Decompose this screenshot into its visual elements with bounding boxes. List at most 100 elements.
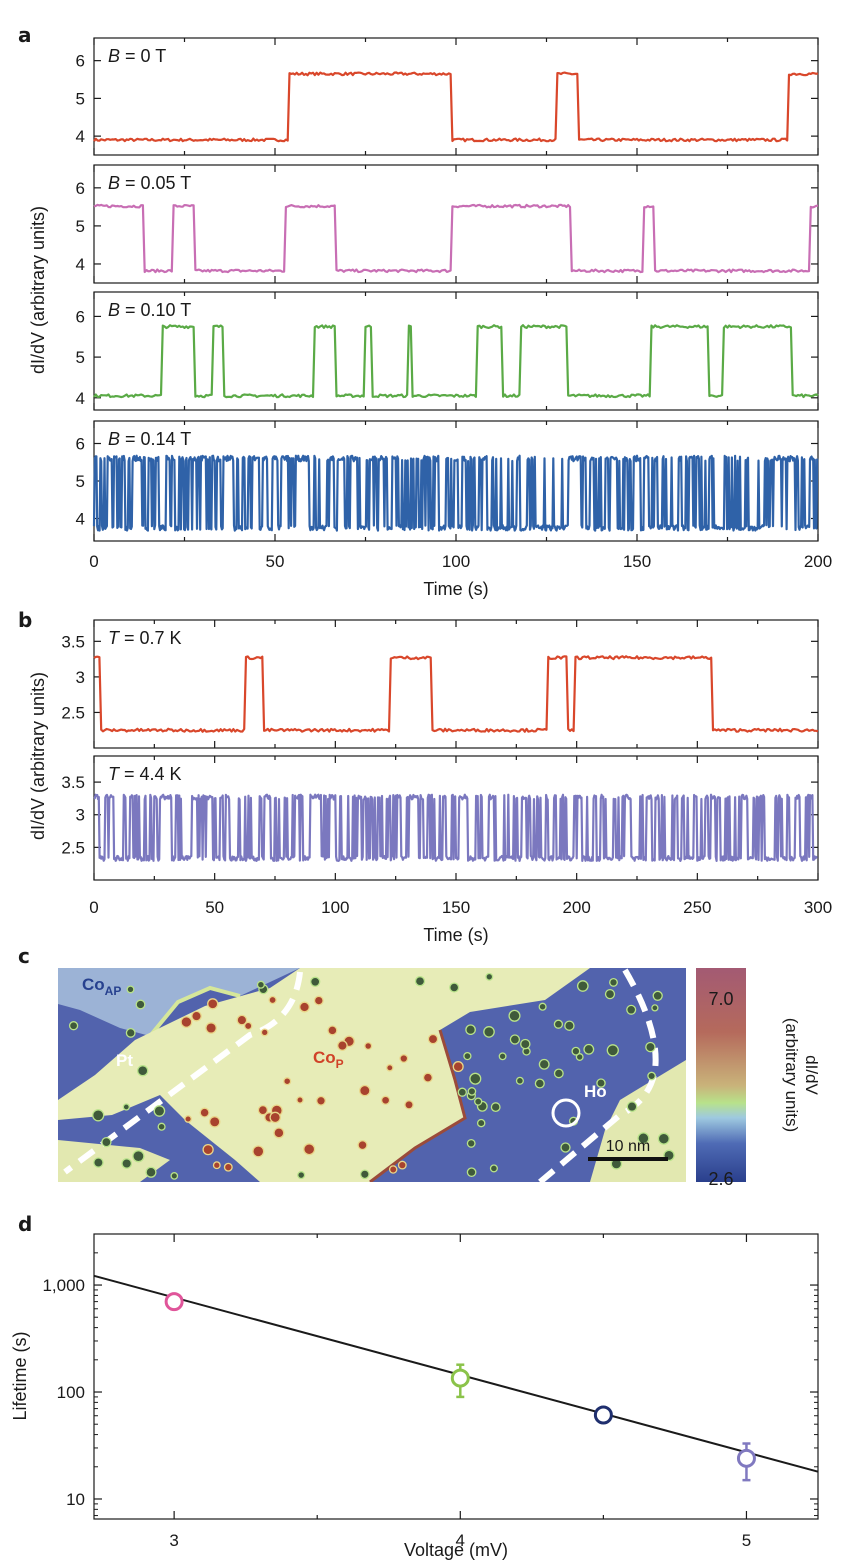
panel-d-point-3 <box>736 1448 756 1468</box>
adatom-dot <box>427 1033 439 1045</box>
adatom-dot <box>414 976 426 987</box>
adatom-dot <box>296 1096 304 1104</box>
co-p-edge <box>369 1029 467 1182</box>
panel-a-trace-3: 4 5 6 B = 0.14 T <box>76 420 819 542</box>
adatom-dot <box>490 1102 501 1113</box>
adatom-dot <box>364 1041 373 1051</box>
adatom-dot <box>452 1061 464 1073</box>
adatom-dot <box>327 1025 338 1036</box>
adatom-dot <box>509 1034 521 1045</box>
panel-b-ytick-label: 3 <box>76 806 85 825</box>
panel-b-trace-label-1: T = 4.4 K <box>108 764 182 784</box>
adatom-dot <box>388 1165 398 1174</box>
adatom-dot <box>299 1001 310 1013</box>
adatom-dot <box>651 1004 659 1012</box>
adatom-dot <box>269 1111 281 1124</box>
adatom-dot <box>465 1024 476 1036</box>
adatom-dot <box>626 1004 637 1015</box>
panel-b-ytick-label: 3.5 <box>61 632 85 651</box>
adatom-dot <box>184 1115 192 1123</box>
adatom-dot <box>236 1014 248 1026</box>
panel-b-series-line-1 <box>93 793 818 862</box>
colorbar-label-line2: (arbitrary units) <box>782 1018 801 1132</box>
panel-b-ytick-label: 3 <box>76 668 85 687</box>
panel-b-frame-0 <box>93 619 819 749</box>
adatom-dot <box>297 1171 306 1180</box>
co-ap-edge <box>148 985 241 1038</box>
colorbar-max: 7.0 <box>708 989 733 1009</box>
adatom-dot <box>404 1100 414 1110</box>
adatom-dot <box>357 1140 368 1151</box>
adatom-dot <box>498 1052 507 1061</box>
panel-a-ytick-label: 5 <box>76 89 85 108</box>
adatom-dot <box>647 1071 656 1081</box>
adatom-dot <box>126 985 135 994</box>
panel-a-ytick-label: 6 <box>76 179 85 198</box>
panel-b-xtick-label: 250 <box>683 898 711 917</box>
panel-b-trace-1: 2.5 3 3.5 T = 4.4 K <box>61 755 819 881</box>
adatom-dot <box>596 1078 606 1088</box>
adatom-dot <box>199 1107 210 1118</box>
panel-d-ylabel: Lifetime (s) <box>10 1331 30 1420</box>
adatom-dot <box>604 988 616 1000</box>
adatom-dot <box>637 1132 650 1145</box>
panel-a-trace-label-2: B = 0.10 T <box>108 300 191 320</box>
panel-a-xtick-label: 100 <box>442 552 470 571</box>
adatom-dot <box>571 1046 581 1056</box>
adatom-dot <box>469 1072 482 1085</box>
panel-a-xtick-label: 0 <box>89 552 98 571</box>
adatom-dot <box>208 1116 221 1128</box>
panel-b-xtick-label: 50 <box>205 898 224 917</box>
adatom-dot <box>606 1044 619 1057</box>
panel-d-ytick-label: 1,000 <box>42 1276 85 1295</box>
adatom-dot <box>121 1158 133 1169</box>
panel-a-ytick-label: 5 <box>76 472 85 491</box>
adatom-dot <box>399 1054 409 1063</box>
colorbar <box>696 968 746 1182</box>
panel-a-series-line-0 <box>93 71 819 143</box>
adatom-dot <box>137 1065 149 1077</box>
adatom-dot <box>422 1072 433 1083</box>
map-adatoms <box>68 972 675 1180</box>
panel-a-xtick-label: 50 <box>266 552 285 571</box>
adatom-dot <box>93 1157 104 1168</box>
panel-b-ytick-label: 2.5 <box>61 703 85 722</box>
adatom-dot <box>170 1172 179 1180</box>
adatom-dot <box>303 1143 316 1156</box>
panel-d-xlabel: Voltage (mV) <box>404 1540 508 1560</box>
adatom-dot <box>252 1145 265 1158</box>
adatom-dot <box>122 1103 130 1111</box>
panel-a-trace-2: 4 5 6 B = 0.10 T <box>76 291 819 411</box>
panel-a-ytick-label: 4 <box>76 255 85 274</box>
adatom-dot <box>205 1022 217 1034</box>
panel-a-ytick-label: 6 <box>76 307 85 326</box>
adatom-dot <box>466 1138 476 1148</box>
co-ap-island <box>58 968 300 1036</box>
adatom-dot <box>457 1087 467 1097</box>
panel-a-plots: 4 5 6 B = 0 T 4 5 6 B = 0.05 T 4 5 6 B = 0.10 T 4 5 6 B… <box>76 37 819 542</box>
adatom-dot <box>273 1127 285 1139</box>
adatom-dot <box>575 1053 584 1061</box>
adatom-dot <box>380 1095 391 1105</box>
panel-a-ytick-label: 4 <box>76 127 85 146</box>
adatom-dot <box>397 1160 407 1170</box>
adatom-dot <box>359 1169 370 1180</box>
adatom-dot <box>449 982 460 993</box>
panel-b-xtick-label: 200 <box>562 898 590 917</box>
adatom-dot <box>564 1020 575 1031</box>
adatom-dot <box>313 995 324 1006</box>
adatom-dot <box>101 1136 112 1148</box>
panel-b-trace-label-0: T = 0.7 K <box>108 628 182 648</box>
panel-a-ytick-label: 6 <box>76 52 85 71</box>
adatom-dot <box>202 1143 214 1156</box>
co-island-right <box>590 1060 686 1182</box>
adatom-dot <box>207 998 219 1010</box>
panel-b-series-line-0 <box>93 655 819 733</box>
panel-d-point-0 <box>164 1292 184 1312</box>
adatom-dot <box>359 1084 371 1097</box>
adatom-dot <box>135 999 146 1010</box>
adatom-dot <box>463 1051 472 1061</box>
panel-d-xtick-label: 5 <box>742 1531 751 1550</box>
panel-a-trace-label-1: B = 0.05 T <box>108 173 191 193</box>
